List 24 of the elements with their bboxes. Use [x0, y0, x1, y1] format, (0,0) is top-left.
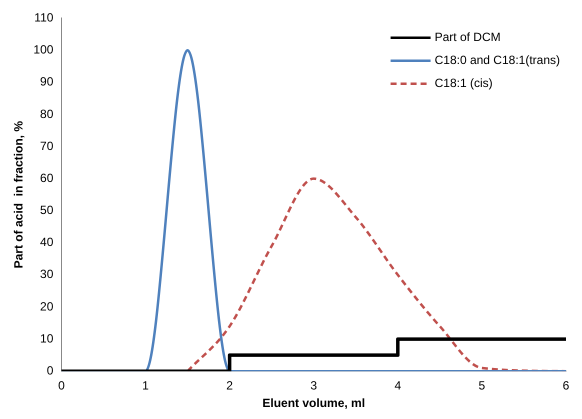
y-axis-title: Part of acid in fraction, %: [12, 120, 26, 268]
legend-label: C18:0 and C18:1(trans): [434, 53, 560, 68]
y-tick-label: 20: [40, 299, 54, 314]
y-tick-label: 0: [46, 364, 54, 378]
y-tick-label: 90: [40, 74, 54, 89]
legend-label: Part of DCM: [434, 30, 501, 44]
x-tick-label: 4: [394, 378, 402, 393]
y-tick-label: 40: [40, 235, 54, 250]
y-tick-label: 30: [40, 267, 54, 282]
y-tick-label: 50: [40, 203, 54, 218]
y-tick-label: 110: [34, 10, 54, 25]
x-tick-label: 0: [58, 378, 66, 393]
x-axis-title: Eluent volume, ml: [262, 396, 366, 410]
x-tick-label: 1: [142, 378, 150, 393]
x-tick-label: 2: [226, 378, 234, 393]
legend-label: C18:1 (cis): [434, 76, 493, 90]
y-tick-label: 100: [33, 42, 54, 57]
x-tick-label: 6: [562, 378, 570, 393]
y-tick-label: 80: [40, 106, 54, 121]
y-tick-label: 70: [40, 138, 54, 153]
x-tick-label: 3: [310, 378, 318, 393]
y-tick-label: 60: [40, 170, 54, 185]
x-tick-label: 5: [478, 378, 486, 393]
y-tick-label: 10: [40, 331, 54, 346]
